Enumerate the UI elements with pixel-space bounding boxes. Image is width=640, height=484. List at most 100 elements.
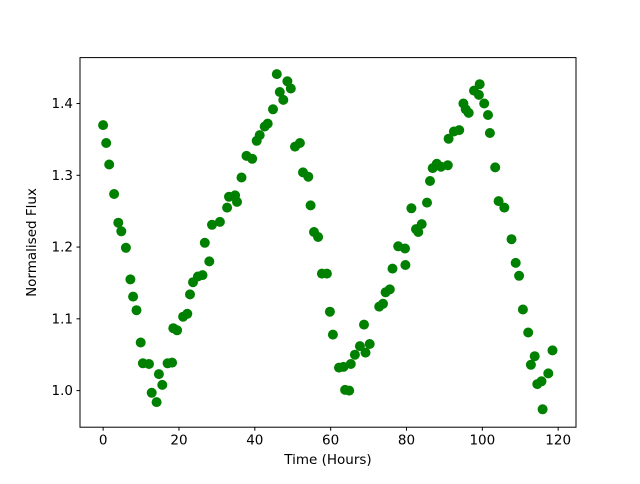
data-point: [321, 268, 332, 279]
data-point: [525, 359, 536, 370]
data-point: [128, 291, 139, 302]
data-point: [199, 237, 210, 248]
data-point: [135, 337, 146, 348]
data-point: [443, 133, 454, 144]
data-point: [543, 368, 554, 379]
data-point: [236, 172, 247, 183]
data-point: [204, 256, 215, 267]
data-point: [384, 284, 395, 295]
y-tick-label: 1.1: [52, 311, 73, 327]
data-point: [131, 305, 142, 316]
data-point: [473, 89, 484, 100]
x-axis-label: Time (Hours): [283, 452, 371, 468]
x-tick-label: 40: [246, 433, 263, 449]
data-point: [214, 216, 225, 227]
data-point: [113, 217, 124, 228]
data-point: [483, 110, 493, 120]
data-point: [425, 176, 435, 186]
data-point: [523, 327, 534, 338]
y-tick-label: 1.0: [52, 383, 73, 399]
y-tick-label: 1.2: [52, 240, 73, 256]
data-point: [207, 219, 217, 230]
data-point: [400, 243, 410, 254]
data-point: [104, 159, 115, 170]
data-point: [247, 153, 258, 164]
data-point: [327, 329, 338, 340]
data-point: [442, 160, 453, 171]
x-tick-label: 20: [170, 433, 187, 449]
data-point: [324, 306, 335, 317]
data-point: [116, 226, 127, 237]
data-point: [490, 162, 501, 173]
data-point: [182, 308, 193, 319]
y-axis-label: Normalised Flux: [24, 188, 40, 297]
data-point: [349, 349, 360, 360]
data-point: [98, 120, 109, 131]
data-point: [125, 274, 136, 285]
data-point: [344, 385, 355, 396]
data-point: [294, 138, 305, 148]
data-point: [185, 289, 195, 300]
data-point: [484, 128, 495, 138]
data-point: [400, 260, 411, 270]
data-point: [120, 242, 131, 253]
data-point: [547, 345, 558, 356]
data-point: [536, 376, 547, 387]
y-tick-label: 1.4: [52, 96, 73, 112]
data-point: [529, 351, 540, 362]
data-point: [416, 219, 427, 230]
data-point: [285, 83, 296, 94]
data-point: [537, 404, 548, 415]
data-point: [157, 379, 168, 390]
data-point: [474, 79, 485, 90]
data-point: [274, 87, 285, 97]
axis-ticks: 0 20 40 60 80 100 120 1.0 1.1 1.2 1.3 1.4: [52, 96, 572, 449]
data-point: [359, 319, 369, 330]
data-point: [109, 189, 120, 199]
data-point: [172, 325, 183, 336]
data-point: [222, 202, 233, 213]
data-point: [506, 234, 517, 245]
data-point: [271, 69, 282, 80]
data-point: [387, 263, 398, 274]
data-point: [151, 397, 162, 408]
data-point: [354, 341, 365, 352]
data-point: [514, 270, 525, 281]
data-point: [345, 359, 356, 369]
data-point: [305, 200, 316, 211]
x-tick-label: 100: [469, 433, 495, 449]
data-point: [313, 232, 324, 242]
data-point: [232, 196, 242, 207]
data-point: [278, 94, 289, 105]
data-point: [254, 130, 265, 141]
data-point: [153, 369, 164, 380]
data-point: [517, 304, 528, 315]
data-points: [98, 69, 558, 415]
data-point: [146, 387, 157, 398]
data-point: [167, 357, 178, 368]
data-point: [360, 347, 371, 358]
data-point: [422, 197, 432, 208]
data-point: [499, 202, 510, 213]
x-tick-label: 0: [99, 433, 108, 449]
data-point: [454, 125, 465, 136]
data-point: [493, 196, 504, 207]
data-point: [463, 107, 474, 118]
plot-border: [79, 57, 577, 428]
data-point: [303, 171, 314, 182]
data-point: [268, 104, 278, 115]
x-tick-label: 120: [545, 433, 571, 449]
data-point: [378, 298, 388, 309]
y-tick-label: 1.3: [52, 168, 73, 184]
data-point: [262, 118, 273, 129]
data-point: [406, 203, 417, 214]
data-point: [197, 270, 208, 281]
data-point: [479, 98, 490, 109]
x-tick-label: 60: [322, 433, 339, 449]
x-tick-label: 80: [398, 433, 415, 449]
data-point: [144, 359, 154, 369]
data-point: [413, 227, 424, 237]
data-point: [510, 257, 521, 268]
